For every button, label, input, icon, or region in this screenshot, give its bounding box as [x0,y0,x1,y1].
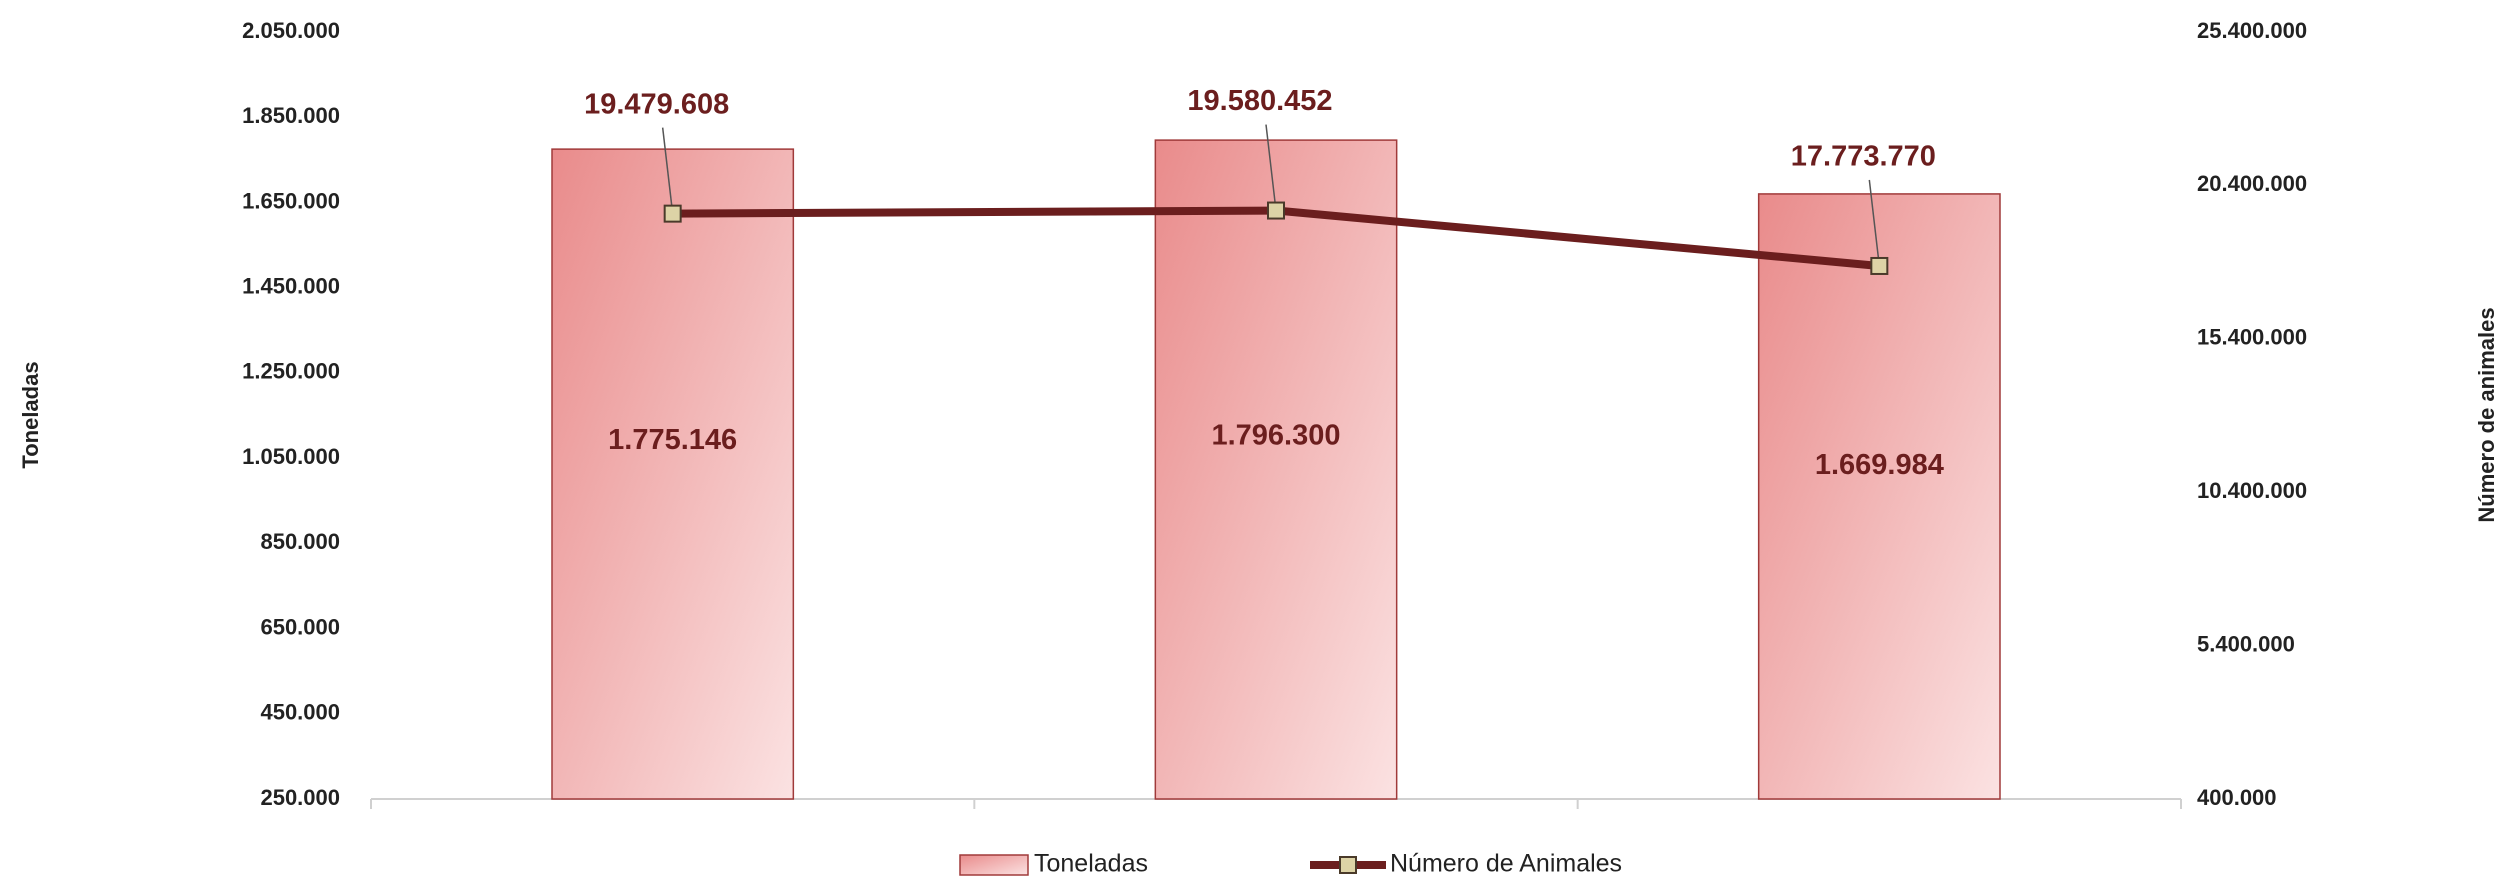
y2-tick-label: 20.400.000 [2197,171,2307,196]
line-marker [1267,201,1285,220]
leader-line [1868,179,1881,267]
line-value-label: 19.479.608 [584,88,729,120]
y2-tick-label: 5.400.000 [2197,631,2295,656]
legend-marker [1339,856,1357,874]
y-tick-label: 2.050.000 [242,18,340,43]
line-value-label: 17.773.770 [1791,141,1936,173]
legend-swatch [959,854,1029,876]
y-tick-label: 1.250.000 [242,359,340,384]
y-tick-label: 250.000 [260,785,340,810]
bar-value-label: 1.796.300 [1211,419,1340,451]
legend-label: Número de Animales [1390,850,1622,877]
y2-tick-label: 400.000 [2197,785,2277,810]
line-marker [663,204,682,223]
leader-line [661,127,674,214]
bar [1154,139,1398,800]
y-tick-label: 1.050.000 [242,444,340,469]
bar-value-label: 1.775.146 [608,424,737,456]
bar-value-label: 1.669.984 [1815,449,1944,481]
y-axis-title: Toneladas [18,361,43,468]
y-tick-label: 1.650.000 [242,188,340,213]
y-tick-label: 650.000 [260,614,340,639]
bar [551,148,795,800]
y-tick-label: 1.450.000 [242,273,340,298]
y2-axis-title: Número de animales [2474,307,2499,522]
y2-tick-label: 10.400.000 [2197,478,2307,503]
y-tick-label: 1.850.000 [242,103,340,128]
line-value-label: 19.580.452 [1187,85,1332,117]
y2-tick-label: 15.400.000 [2197,325,2307,350]
y-tick-label: 450.000 [260,700,340,725]
line-marker [1870,256,1889,275]
bar [1757,193,2001,800]
y-tick-label: 850.000 [260,529,340,554]
leader-line [1265,124,1277,211]
legend-label: Toneladas [1034,850,1148,877]
y2-tick-label: 25.400.000 [2197,18,2307,43]
